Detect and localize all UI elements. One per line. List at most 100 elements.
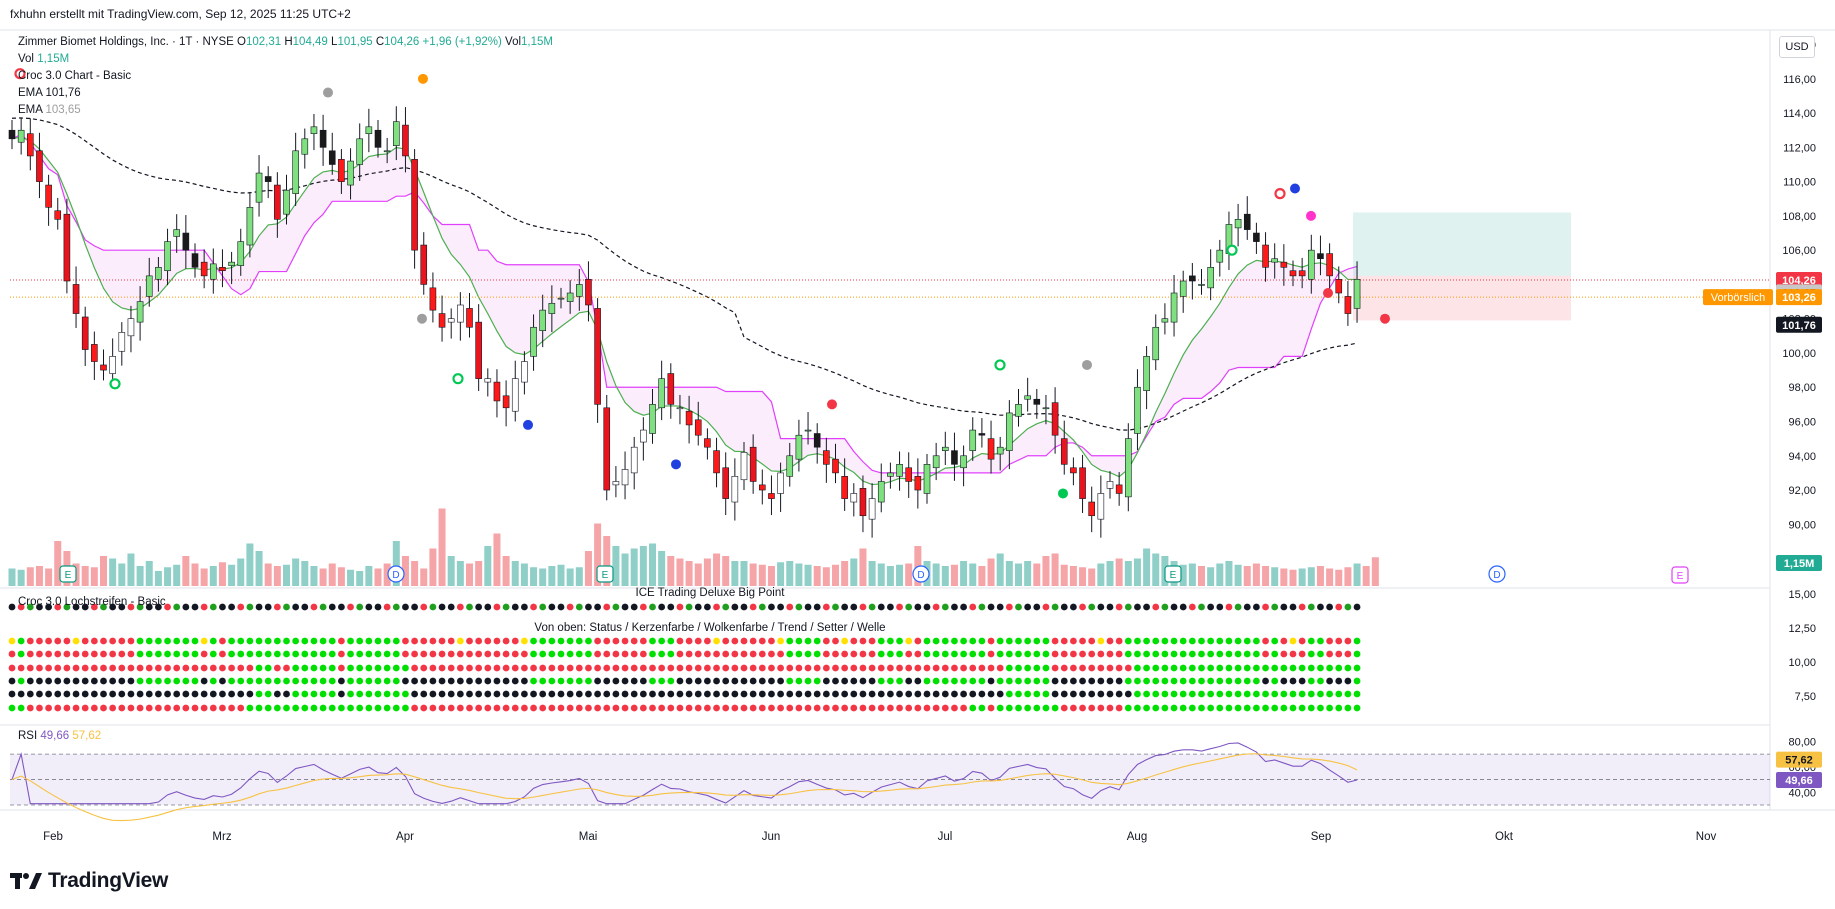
ice-dot <box>447 603 455 611</box>
tradingview-brand[interactable]: TradingView <box>10 868 168 894</box>
ice-dot <box>1097 650 1105 658</box>
ice-dot <box>328 704 336 712</box>
volume-bar <box>1307 567 1315 586</box>
ice-dot <box>639 704 647 712</box>
ice-tick-label: 12,50 <box>1788 623 1816 635</box>
volume-bar <box>868 561 876 586</box>
ice-dot <box>54 690 62 698</box>
candle-body <box>1253 232 1260 242</box>
ice-dot <box>1207 690 1215 698</box>
ice-dot <box>1243 690 1251 698</box>
ice-dot <box>1307 690 1315 698</box>
volume-bar <box>1060 564 1068 586</box>
volume-bar <box>1152 553 1160 586</box>
ice-dot <box>45 603 52 611</box>
volume-bar <box>996 553 1004 586</box>
legend-symbol-row[interactable]: Zimmer Biomet Holdings, Inc. · 1T · NYSE… <box>18 34 553 51</box>
ice-dot <box>374 704 382 712</box>
ice-dot <box>713 650 720 658</box>
ice-dot <box>246 664 254 672</box>
ice-dot <box>26 677 34 685</box>
candle-body <box>1289 270 1297 277</box>
ice-dot <box>164 650 171 658</box>
ice-dot <box>713 677 720 685</box>
ice-dot <box>777 637 784 645</box>
ice-dot <box>392 603 400 611</box>
ice-dot <box>704 664 711 672</box>
ice-dot <box>658 690 666 698</box>
ice-dot <box>877 704 885 712</box>
candle-body <box>621 469 629 486</box>
ice-dot <box>1253 603 1260 611</box>
ice-dot <box>191 704 199 712</box>
ice-dot <box>1307 650 1315 658</box>
ice-dot <box>1060 664 1068 672</box>
ice-dot <box>136 677 144 685</box>
candle-body <box>1015 404 1022 417</box>
legend-ema-fast-row[interactable]: EMA 101,76 <box>18 85 553 102</box>
ice-dot <box>539 664 547 672</box>
ice-dot <box>603 664 611 672</box>
ice-dot <box>246 690 254 698</box>
candle-body <box>438 313 446 328</box>
legend-volume-row[interactable]: Vol 1,15M <box>18 51 553 68</box>
ice-dot <box>1225 637 1233 645</box>
volume-bar <box>859 548 867 586</box>
ice-dot <box>493 664 501 672</box>
volume-bar <box>273 566 281 586</box>
ice-dot <box>26 637 34 645</box>
volume-bar <box>960 561 968 586</box>
low-label: L <box>331 36 338 48</box>
rsi-ma-line <box>11 753 1358 822</box>
ice-dot <box>1097 704 1105 712</box>
ice-dot <box>301 690 309 698</box>
candle-body <box>1051 402 1059 436</box>
tradingview-logo-icon <box>10 873 42 889</box>
ice-dot <box>1051 664 1059 672</box>
legend-croc-row[interactable]: Croc 3.0 Chart - Basic <box>18 68 553 85</box>
ice-dot <box>731 664 739 672</box>
ice-dot <box>63 704 71 712</box>
ice-dot <box>612 664 620 672</box>
ice-dot <box>969 664 977 672</box>
ice-dot <box>585 637 592 645</box>
ice-dot <box>539 637 547 645</box>
ice-dot <box>145 704 153 712</box>
ema-slow-value: 103,65 <box>45 104 81 116</box>
ice-dot <box>758 650 766 658</box>
symbol-name[interactable]: Zimmer Biomet Holdings, Inc. · 1T · NYSE <box>18 36 234 48</box>
ice-dot <box>877 677 885 685</box>
currency-button[interactable]: USD <box>1779 36 1815 58</box>
ice-dot <box>191 677 199 685</box>
legend-ema-slow-row[interactable]: EMA 103,65 <box>18 102 553 119</box>
ice-dot <box>411 704 418 712</box>
volume-bar <box>667 556 675 586</box>
candle-body <box>996 446 1004 455</box>
ice-dot <box>685 664 693 672</box>
volume-bar <box>1234 564 1242 586</box>
ice-dot <box>63 677 71 685</box>
ice-dot <box>200 704 208 712</box>
candle-body <box>804 429 812 432</box>
ice-dot <box>319 664 327 672</box>
croc-lochstreifen-label[interactable]: Croc 3.0 Lochstreifen - Basic <box>18 596 166 608</box>
ice-dot <box>1243 650 1251 658</box>
ice-dot <box>1216 603 1224 611</box>
ice-dot <box>822 677 830 685</box>
ice-dot <box>1253 650 1260 658</box>
rsi-legend[interactable]: RSI 49,66 57,62 <box>18 730 101 742</box>
volume-bar <box>118 563 126 586</box>
ice-dot <box>8 637 16 645</box>
ice-dot <box>722 650 730 658</box>
ice-dot <box>704 690 711 698</box>
ice-dot <box>1298 664 1306 672</box>
ice-dot <box>978 603 986 611</box>
ice-dot <box>649 664 656 672</box>
ice-dot <box>100 664 107 672</box>
ice-dot <box>585 704 592 712</box>
volume-bar <box>694 563 702 586</box>
ice-dot <box>164 664 171 672</box>
ice-dot <box>658 637 666 645</box>
candle-body <box>466 308 473 328</box>
